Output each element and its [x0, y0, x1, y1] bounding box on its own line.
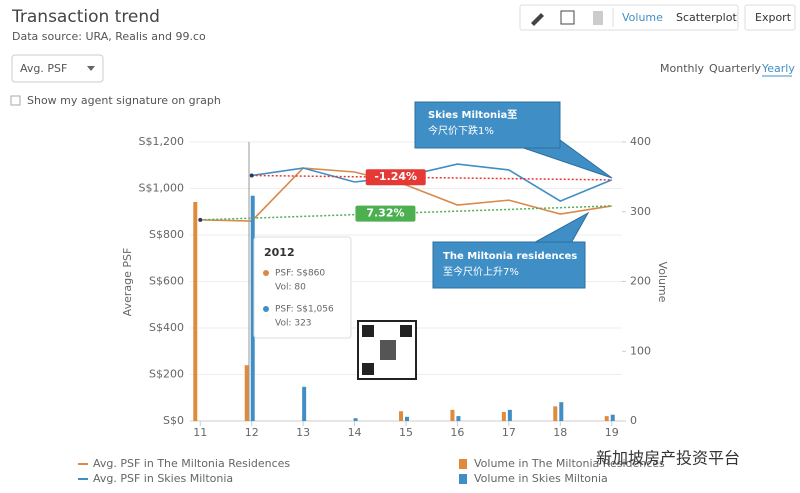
psf-line: [251, 163, 613, 202]
y-axis-label: Average PSF: [121, 248, 134, 317]
callout-text: 至今尺价上升7%: [443, 265, 519, 278]
legend-label: Avg. PSF in Skies Miltonia: [93, 472, 233, 485]
dropdown-arrow: [87, 66, 95, 71]
x-tick-label: 14: [348, 426, 362, 439]
tooltip: 2012 PSF: S$860 Vol: 80 PSF: S$1,056 Vol…: [253, 236, 352, 339]
volume-bar: [559, 402, 564, 421]
volume-bar: [405, 416, 409, 421]
trend-label: -1.24%: [374, 170, 417, 183]
subtitle: Data source: URA, Realis and 99.co: [12, 30, 206, 43]
qr-block: [380, 340, 396, 360]
view-button[interactable]: Scatterplot: [676, 11, 737, 24]
legend-label: Avg. PSF in The Miltonia Residences: [93, 457, 290, 470]
period-option[interactable]: Yearly: [761, 62, 795, 75]
trend-dot: [249, 173, 254, 178]
trend-label-bg: [355, 205, 416, 222]
callout-text: 今尺价下跌1%: [428, 124, 494, 137]
y-tick-label: S$1,200: [139, 135, 184, 148]
legend-swatch: [459, 459, 467, 469]
x-tick-label: 18: [553, 426, 567, 439]
qr-block: [400, 325, 412, 337]
callout-pointer: [529, 211, 590, 246]
volume-bar: [553, 406, 558, 421]
callout-text: Skies Miltonia至: [428, 109, 517, 121]
y-tick-label: S$0: [163, 414, 184, 427]
x-tick-label: 12: [245, 426, 259, 439]
dropdown-label: Avg. PSF: [20, 62, 67, 75]
tooltip-box: [253, 236, 352, 339]
metric-dropdown[interactable]: [11, 54, 104, 83]
y-tick-label: S$400: [149, 321, 184, 334]
tooltip-line: PSF: S$1,056: [275, 305, 334, 315]
tooltip-line: Vol: 323: [275, 319, 312, 329]
y2-tick-label: 0: [630, 414, 637, 427]
period-option[interactable]: Quarterly: [709, 62, 762, 75]
legend-swatch: [459, 474, 467, 484]
volume-bar: [302, 386, 307, 421]
volume-bar: [244, 365, 249, 421]
export-button[interactable]: [744, 4, 796, 31]
callout-box: [432, 241, 586, 289]
pencil-icon[interactable]: [531, 13, 544, 26]
y2-tick-label: 100: [630, 344, 651, 357]
y2-tick-label: 400: [630, 135, 651, 148]
x-tick-label: 13: [296, 426, 310, 439]
trend-dot: [198, 217, 203, 222]
x-tick-label: 17: [502, 426, 516, 439]
legend-label: Volume in Skies Miltonia: [474, 472, 608, 485]
callout: The Miltonia residences 至今尺价上升7%: [432, 211, 590, 289]
checkbox-label: Show my agent signature on graph: [27, 94, 221, 107]
qr-block: [362, 363, 374, 375]
trash-icon[interactable]: [593, 11, 603, 25]
tooltip-line: Vol: 80: [275, 283, 306, 293]
qr-code: [357, 320, 417, 380]
y-tick-label: S$600: [149, 275, 184, 288]
legend-label: Volume in The Miltonia Residences: [474, 457, 665, 470]
x-tick-label: 11: [193, 426, 207, 439]
y-tick-label: S$200: [149, 368, 184, 381]
volume-bar: [353, 418, 358, 421]
page-title: Transaction trend: [11, 7, 160, 27]
trend-label: 7.32%: [366, 207, 404, 220]
x-tick-label: 15: [399, 426, 413, 439]
callout-text: The Miltonia residences: [443, 251, 577, 262]
tooltip-dot: [263, 306, 269, 312]
volume-bar: [399, 411, 403, 421]
volume-bar: [604, 416, 609, 421]
y-tick-label: S$800: [149, 228, 184, 241]
trend-line: [251, 174, 612, 181]
volume-bar: [193, 201, 198, 421]
y2-tick-label: 200: [630, 275, 651, 288]
y2-tick-label: 300: [630, 205, 651, 218]
callout: Skies Miltonia至 今尺价下跌1%: [414, 101, 613, 179]
tooltip-dot: [263, 270, 269, 276]
volume-bar: [501, 411, 506, 421]
chart: S$0 S$200 S$400 S$600 S$800 S$1,000 S$1,200 0 10…: [78, 135, 669, 485]
x-tick-label: 16: [450, 426, 464, 439]
export-label: Export: [755, 11, 792, 24]
tooltip-line: PSF: S$860: [275, 269, 325, 279]
trend-label-bg: [365, 169, 426, 186]
qr-block: [362, 325, 374, 337]
checkbox[interactable]: [10, 95, 21, 106]
tooltip-title: 2012: [264, 246, 295, 259]
volume-bar: [450, 409, 455, 421]
watermark: 新加坡房产投资平台: [596, 449, 740, 468]
y-tick-label: S$1,000: [139, 182, 184, 195]
view-button[interactable]: Volume: [622, 11, 663, 24]
period-option[interactable]: Monthly: [660, 62, 705, 75]
callout-box: [414, 101, 561, 149]
x-tick-label: 19: [605, 426, 619, 439]
text-icon[interactable]: [560, 10, 575, 25]
y2-axis-label: Volume: [656, 262, 669, 303]
volume-bar: [456, 416, 461, 421]
volume-bar: [250, 195, 255, 421]
volume-bar: [507, 409, 512, 421]
volume-bar: [610, 414, 615, 421]
